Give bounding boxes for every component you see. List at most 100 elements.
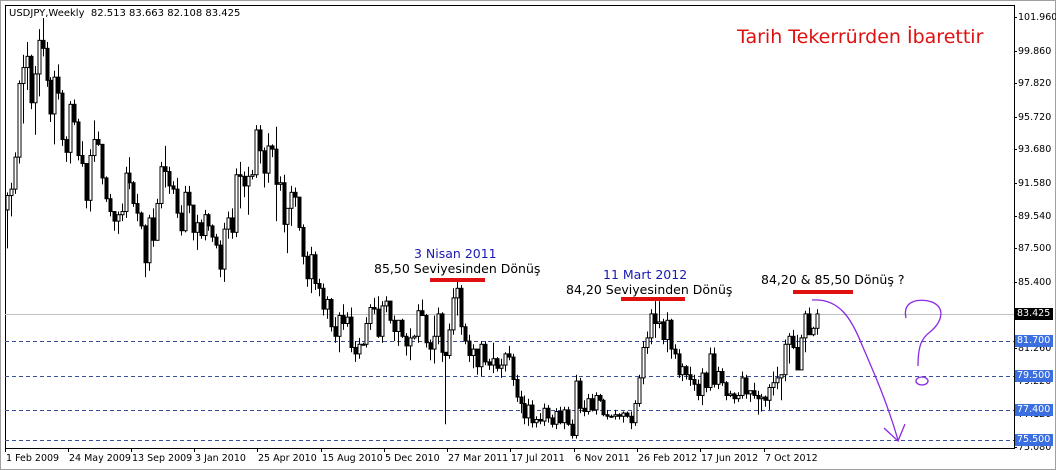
candle-bear xyxy=(696,383,701,396)
candle-bull xyxy=(562,409,567,424)
candle-bull xyxy=(641,346,646,379)
candle-bull xyxy=(408,337,413,347)
candle-bear xyxy=(704,372,709,388)
candle-bear xyxy=(507,353,512,358)
candle-bull xyxy=(37,39,42,75)
candle-bull xyxy=(17,83,22,158)
candle-bear xyxy=(625,412,630,417)
chart-plot-area[interactable] xyxy=(5,5,1015,449)
candle-bear xyxy=(321,287,326,310)
time-tick-label: 26 Feb 2012 xyxy=(638,453,698,464)
annotation-ann1-desc: 85,50 Seviyesinden Dönüş xyxy=(374,261,541,276)
price-tick xyxy=(1014,248,1017,249)
candle-bull xyxy=(5,195,10,211)
candle-bear xyxy=(112,211,117,222)
price-tick xyxy=(1014,348,1017,349)
price-tick xyxy=(1014,117,1017,118)
price-tick-label: 85.400 xyxy=(1018,277,1052,288)
candle-bull xyxy=(534,418,539,424)
candle-bull xyxy=(783,343,788,376)
candle-bull xyxy=(436,313,441,337)
current-price-badge: 83.425 xyxy=(1015,308,1053,320)
time-tick-label: 3 Jan 2010 xyxy=(195,453,246,464)
candle-bear xyxy=(242,175,247,187)
candle-bear xyxy=(104,177,109,200)
candle-bull xyxy=(503,353,508,366)
candle-bull xyxy=(183,191,188,232)
candle-bear xyxy=(443,351,448,356)
candle-bear xyxy=(258,129,263,152)
time-tick xyxy=(131,448,132,452)
candle-bull xyxy=(147,217,152,264)
candle-bear xyxy=(400,319,405,337)
price-tick-label: 93.680 xyxy=(1018,144,1052,155)
candle-bull xyxy=(609,415,614,418)
candle-bear xyxy=(392,319,397,333)
candle-bull xyxy=(613,414,618,417)
candle-bull xyxy=(357,343,362,355)
candle-bull xyxy=(748,390,753,395)
candle-bull xyxy=(621,412,626,417)
candle-bear xyxy=(519,396,524,404)
candle-bear xyxy=(29,55,34,104)
candle-bull xyxy=(767,386,772,401)
time-tick-label: 17 Jul 2011 xyxy=(511,453,565,464)
candle-bear xyxy=(570,423,575,436)
candle-bear xyxy=(313,254,318,285)
candle-bear xyxy=(210,225,215,238)
candle-bear xyxy=(45,47,50,81)
time-tick-label: 6 Nov 2011 xyxy=(575,453,630,464)
candle-bear xyxy=(605,414,610,417)
candle-bull xyxy=(657,321,662,325)
candle-bull xyxy=(736,394,741,400)
candle-bull xyxy=(811,327,816,336)
candle-bear xyxy=(139,212,144,227)
candle-bull xyxy=(645,337,650,348)
candle-bear xyxy=(293,191,298,198)
candle-bull xyxy=(92,139,97,157)
candle-bull xyxy=(700,372,705,396)
price-tick xyxy=(1014,17,1017,18)
time-tick xyxy=(321,448,322,452)
price-tick xyxy=(1014,282,1017,283)
time-tick-label: 24 May 2009 xyxy=(69,453,131,464)
candle-bear xyxy=(558,410,563,424)
candle-bull xyxy=(155,203,160,241)
candle-bull xyxy=(574,380,579,436)
price-tick xyxy=(1014,83,1017,84)
price-tick-label: 91.580 xyxy=(1018,178,1052,189)
candle-bull xyxy=(759,396,764,400)
time-tick-label: 7 Oct 2012 xyxy=(765,453,818,464)
candle-bull xyxy=(554,410,559,425)
candle-bull xyxy=(815,313,820,329)
candle-bear xyxy=(629,415,634,424)
time-tick xyxy=(574,448,575,452)
candle-bear xyxy=(301,227,306,257)
candle-bull xyxy=(250,174,255,177)
candle-bear xyxy=(206,214,211,227)
candle-bear xyxy=(566,409,571,425)
candle-bull xyxy=(799,337,804,371)
candle-bull xyxy=(586,398,591,412)
candle-bear xyxy=(653,313,658,325)
candle-bear xyxy=(428,342,433,350)
candle-bull xyxy=(432,335,437,350)
candle-bull xyxy=(254,129,259,176)
time-tick xyxy=(447,448,448,452)
candle-bull xyxy=(21,67,26,85)
candle-bull xyxy=(266,145,271,174)
candle-bull xyxy=(124,172,129,213)
question-mark-drawing xyxy=(904,299,942,367)
time-tick-label: 13 Sep 2009 xyxy=(132,453,193,464)
candle-bull xyxy=(195,222,200,233)
time-tick xyxy=(700,448,701,452)
candle-bull xyxy=(412,335,417,339)
time-tick-label: 27 Mar 2011 xyxy=(448,453,509,464)
price-tick-label: 97.820 xyxy=(1018,78,1052,89)
candle-bear xyxy=(349,316,354,348)
candle-bull xyxy=(337,315,342,337)
candle-bear xyxy=(218,244,223,270)
candle-bull xyxy=(526,404,531,419)
candle-bull xyxy=(633,402,638,424)
